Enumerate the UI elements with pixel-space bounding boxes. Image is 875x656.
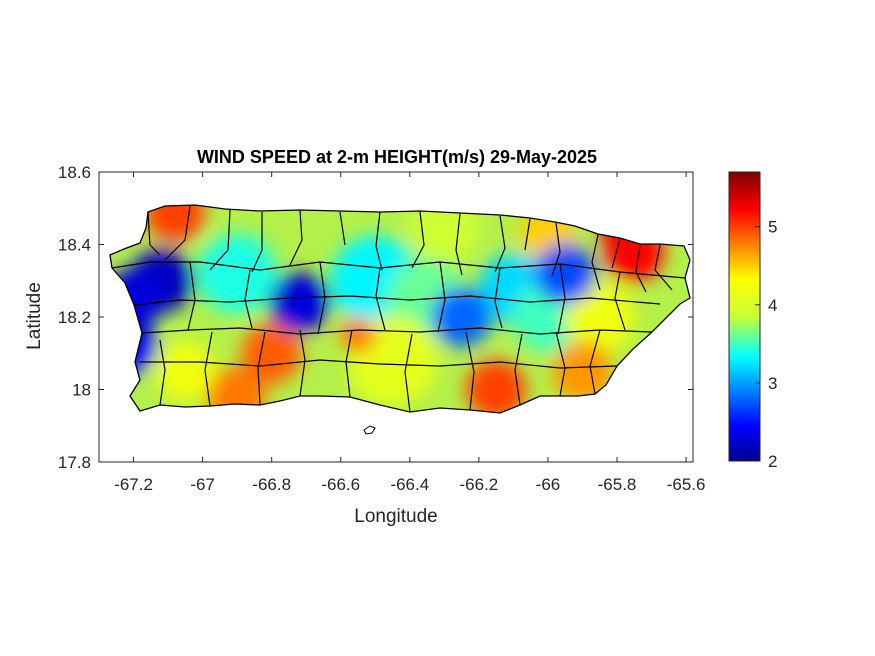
municipality-boundary (147, 211, 161, 256)
municipality-boundary (204, 331, 213, 407)
municipality-boundary (411, 211, 425, 269)
x-tick-label: -65.6 (667, 475, 706, 494)
municipality-boundary (611, 238, 621, 269)
field-accent-11 (155, 341, 216, 402)
municipality-boundary (614, 271, 626, 331)
municipality-boundary (251, 212, 263, 273)
municipality-boundary (551, 222, 561, 277)
field-feature-1 (269, 272, 330, 333)
municipality-boundaries (111, 205, 686, 413)
x-tick-label: -66.6 (321, 475, 360, 494)
municipality-boundary (339, 211, 346, 246)
municipality-boundary (375, 211, 383, 271)
y-tick-label: 17.8 (58, 453, 91, 472)
colorbar: 5 4 3 2 (728, 171, 777, 471)
y-tick-label: 18.6 (58, 163, 91, 182)
municipality-boundary (140, 359, 618, 369)
municipality-boundary (141, 327, 653, 335)
municipality-boundary (455, 213, 463, 276)
municipality-boundary (404, 333, 413, 413)
municipality-boundary (159, 339, 166, 406)
colorbar-tick-label: 3 (768, 374, 777, 393)
x-tick-label: -66 (536, 475, 561, 494)
municipality-boundary (134, 295, 661, 306)
x-tick-label: -65.8 (598, 475, 637, 494)
municipality-boundary (654, 244, 673, 291)
field-accent-2 (197, 233, 278, 314)
colorbar-tick-label: 4 (768, 296, 777, 315)
coastline (109, 204, 691, 414)
caja-de-muertos-islet (363, 425, 376, 435)
x-tick-label: -67.2 (114, 475, 153, 494)
field-feature-8 (552, 341, 613, 402)
municipality-boundary (375, 267, 386, 331)
field-feature-3 (431, 287, 492, 347)
field-accent-9 (340, 317, 377, 354)
field-feature-2 (535, 243, 596, 304)
y-axis-ticks: 18.6 18.4 18.2 18 17.8 (58, 163, 693, 472)
municipality-boundary (244, 269, 253, 329)
x-tick-label: -66.2 (460, 475, 499, 494)
municipality-boundary (164, 205, 191, 261)
y-tick-label: 18 (72, 381, 91, 400)
map-title: WIND SPEED at 2-m HEIGHT(m/s) 29-May-202… (197, 147, 597, 167)
municipality-boundary (317, 261, 326, 335)
field-feature-7 (466, 359, 527, 413)
colorbar-tick-label: 2 (768, 452, 777, 471)
x-tick-label: -66.8 (252, 475, 291, 494)
municipality-boundary (494, 215, 506, 273)
y-tick-label: 18.4 (58, 236, 91, 255)
field-feature-4 (144, 205, 205, 242)
municipality-boundary (591, 234, 601, 291)
x-tick-label: -67 (190, 475, 215, 494)
x-axis-label: Longitude (354, 506, 437, 527)
colorbar-ticks: 5 4 3 2 (755, 218, 777, 471)
municipality-boundary (635, 244, 647, 293)
municipality-boundary (494, 267, 503, 329)
municipality-boundary (257, 331, 266, 406)
municipality-boundary (345, 329, 353, 398)
municipality-boundary (557, 263, 566, 335)
municipality-boundary (437, 261, 446, 333)
field-blobs (110, 205, 665, 413)
municipality-boundary (289, 210, 303, 266)
colorbar-tick-label: 5 (768, 218, 777, 237)
municipality-boundary (555, 331, 566, 397)
municipality-boundary (465, 331, 475, 411)
colorbar-gradient (728, 171, 761, 462)
municipality-boundary (299, 329, 306, 397)
municipality-boundary (524, 218, 531, 251)
municipality-boundary (187, 261, 196, 331)
y-tick-label: 18.2 (58, 308, 91, 327)
municipality-boundary (514, 333, 523, 406)
municipality-boundary (209, 209, 231, 271)
municipality-boundary (589, 329, 601, 395)
field-feature-6 (241, 323, 302, 384)
plot-area: -67.2 -67 -66.8 -66.6 -66.4 -66.2 -66 -65.8 -65.… (58, 163, 706, 494)
y-axis-label: Latitude (24, 282, 45, 350)
field-accent-8 (564, 282, 635, 352)
x-axis-ticks: -67.2 -67 -66.8 -66.6 -66.4 -66.2 -66 -65.8 -65.… (114, 172, 705, 494)
x-tick-label: -66.4 (390, 475, 429, 494)
